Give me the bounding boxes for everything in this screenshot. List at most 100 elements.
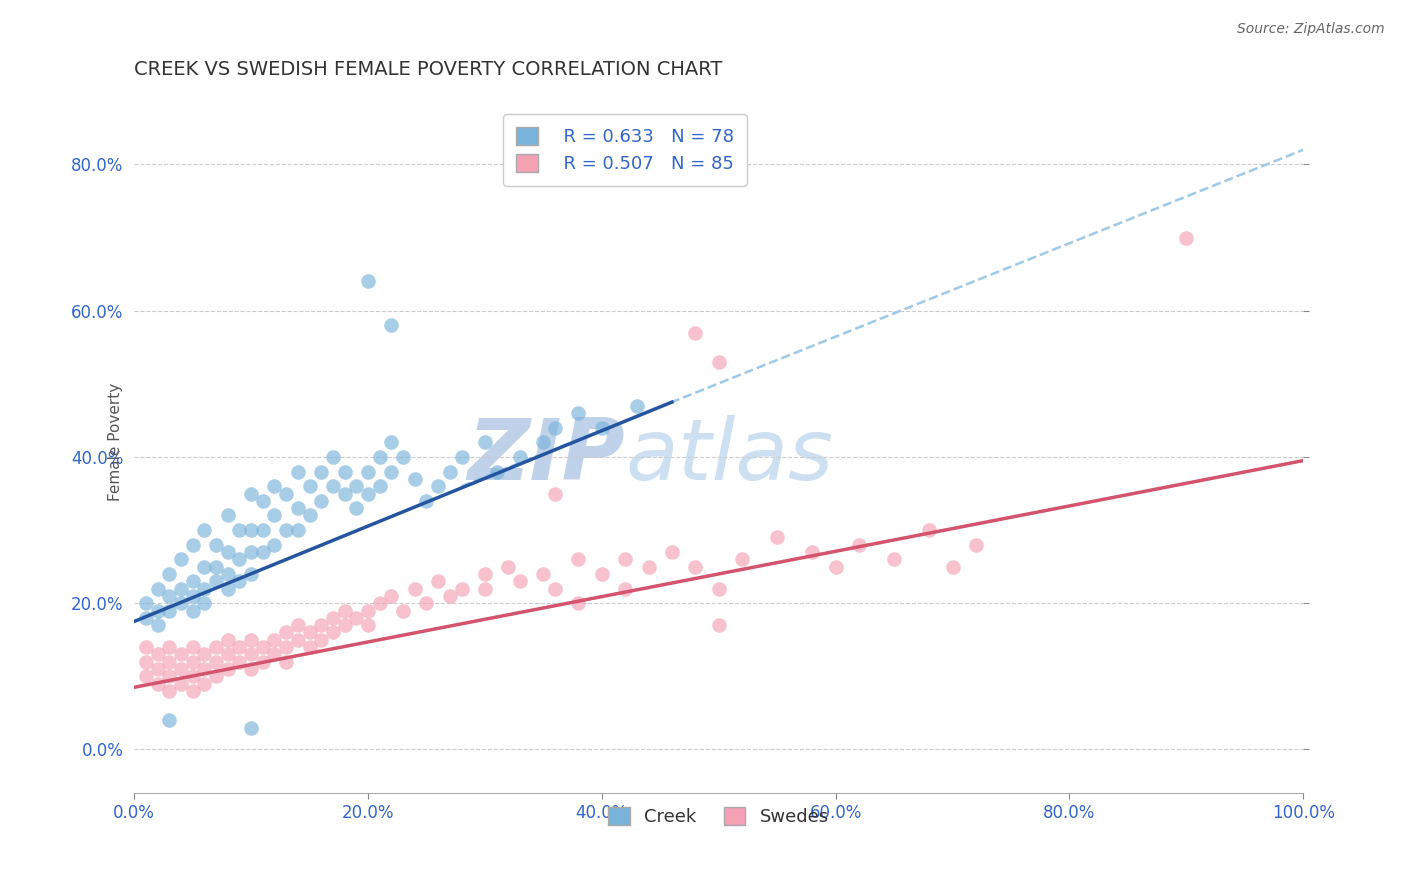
- Point: [474, 566, 496, 581]
- Point: [135, 611, 157, 625]
- Point: [380, 318, 402, 333]
- Point: [146, 618, 169, 632]
- Point: [298, 640, 321, 654]
- Point: [439, 589, 461, 603]
- Point: [309, 465, 332, 479]
- Point: [263, 538, 285, 552]
- Point: [707, 618, 730, 632]
- Point: [661, 545, 683, 559]
- Point: [157, 684, 180, 698]
- Point: [170, 596, 193, 610]
- Point: [252, 523, 274, 537]
- Point: [404, 582, 426, 596]
- Point: [801, 545, 824, 559]
- Point: [252, 640, 274, 654]
- Point: [228, 523, 250, 537]
- Point: [287, 632, 309, 647]
- Point: [217, 508, 239, 523]
- Point: [309, 632, 332, 647]
- Point: [309, 493, 332, 508]
- Point: [404, 472, 426, 486]
- Point: [357, 465, 380, 479]
- Point: [1175, 230, 1198, 244]
- Point: [567, 596, 589, 610]
- Point: [205, 655, 228, 669]
- Point: [146, 582, 169, 596]
- Point: [205, 559, 228, 574]
- Point: [181, 655, 204, 669]
- Point: [146, 648, 169, 662]
- Text: atlas: atlas: [626, 415, 834, 498]
- Point: [157, 655, 180, 669]
- Point: [614, 552, 637, 566]
- Point: [170, 552, 193, 566]
- Point: [146, 662, 169, 676]
- Y-axis label: Female Poverty: Female Poverty: [108, 384, 124, 501]
- Point: [544, 486, 567, 500]
- Point: [322, 611, 344, 625]
- Point: [252, 493, 274, 508]
- Point: [217, 648, 239, 662]
- Point: [731, 552, 754, 566]
- Point: [450, 450, 472, 464]
- Text: Source: ZipAtlas.com: Source: ZipAtlas.com: [1237, 22, 1385, 37]
- Point: [193, 523, 215, 537]
- Point: [181, 574, 204, 589]
- Point: [392, 450, 415, 464]
- Point: [170, 662, 193, 676]
- Point: [344, 501, 367, 516]
- Text: CREEK VS SWEDISH FEMALE POVERTY CORRELATION CHART: CREEK VS SWEDISH FEMALE POVERTY CORRELAT…: [134, 60, 723, 78]
- Point: [567, 552, 589, 566]
- Point: [427, 574, 450, 589]
- Point: [509, 574, 531, 589]
- Point: [240, 648, 263, 662]
- Point: [240, 545, 263, 559]
- Point: [263, 632, 285, 647]
- Point: [344, 611, 367, 625]
- Point: [135, 669, 157, 683]
- Point: [918, 523, 941, 537]
- Point: [205, 574, 228, 589]
- Point: [263, 648, 285, 662]
- Point: [135, 640, 157, 654]
- Point: [427, 479, 450, 493]
- Point: [276, 486, 298, 500]
- Point: [157, 669, 180, 683]
- Point: [252, 545, 274, 559]
- Point: [228, 552, 250, 566]
- Point: [157, 589, 180, 603]
- Point: [135, 655, 157, 669]
- Point: [766, 530, 789, 544]
- Point: [193, 648, 215, 662]
- Point: [287, 618, 309, 632]
- Point: [170, 676, 193, 690]
- Point: [941, 559, 963, 574]
- Point: [181, 684, 204, 698]
- Point: [276, 625, 298, 640]
- Point: [707, 582, 730, 596]
- Point: [193, 676, 215, 690]
- Point: [217, 662, 239, 676]
- Point: [357, 274, 380, 288]
- Point: [509, 450, 531, 464]
- Point: [228, 574, 250, 589]
- Point: [298, 508, 321, 523]
- Point: [205, 669, 228, 683]
- Point: [170, 648, 193, 662]
- Point: [193, 582, 215, 596]
- Point: [240, 632, 263, 647]
- Point: [170, 582, 193, 596]
- Point: [181, 589, 204, 603]
- Point: [531, 566, 554, 581]
- Point: [357, 486, 380, 500]
- Point: [824, 559, 846, 574]
- Point: [685, 559, 707, 574]
- Point: [240, 486, 263, 500]
- Point: [193, 596, 215, 610]
- Point: [415, 596, 437, 610]
- Point: [357, 603, 380, 617]
- Point: [567, 406, 589, 420]
- Point: [217, 582, 239, 596]
- Point: [531, 435, 554, 450]
- Point: [450, 582, 472, 596]
